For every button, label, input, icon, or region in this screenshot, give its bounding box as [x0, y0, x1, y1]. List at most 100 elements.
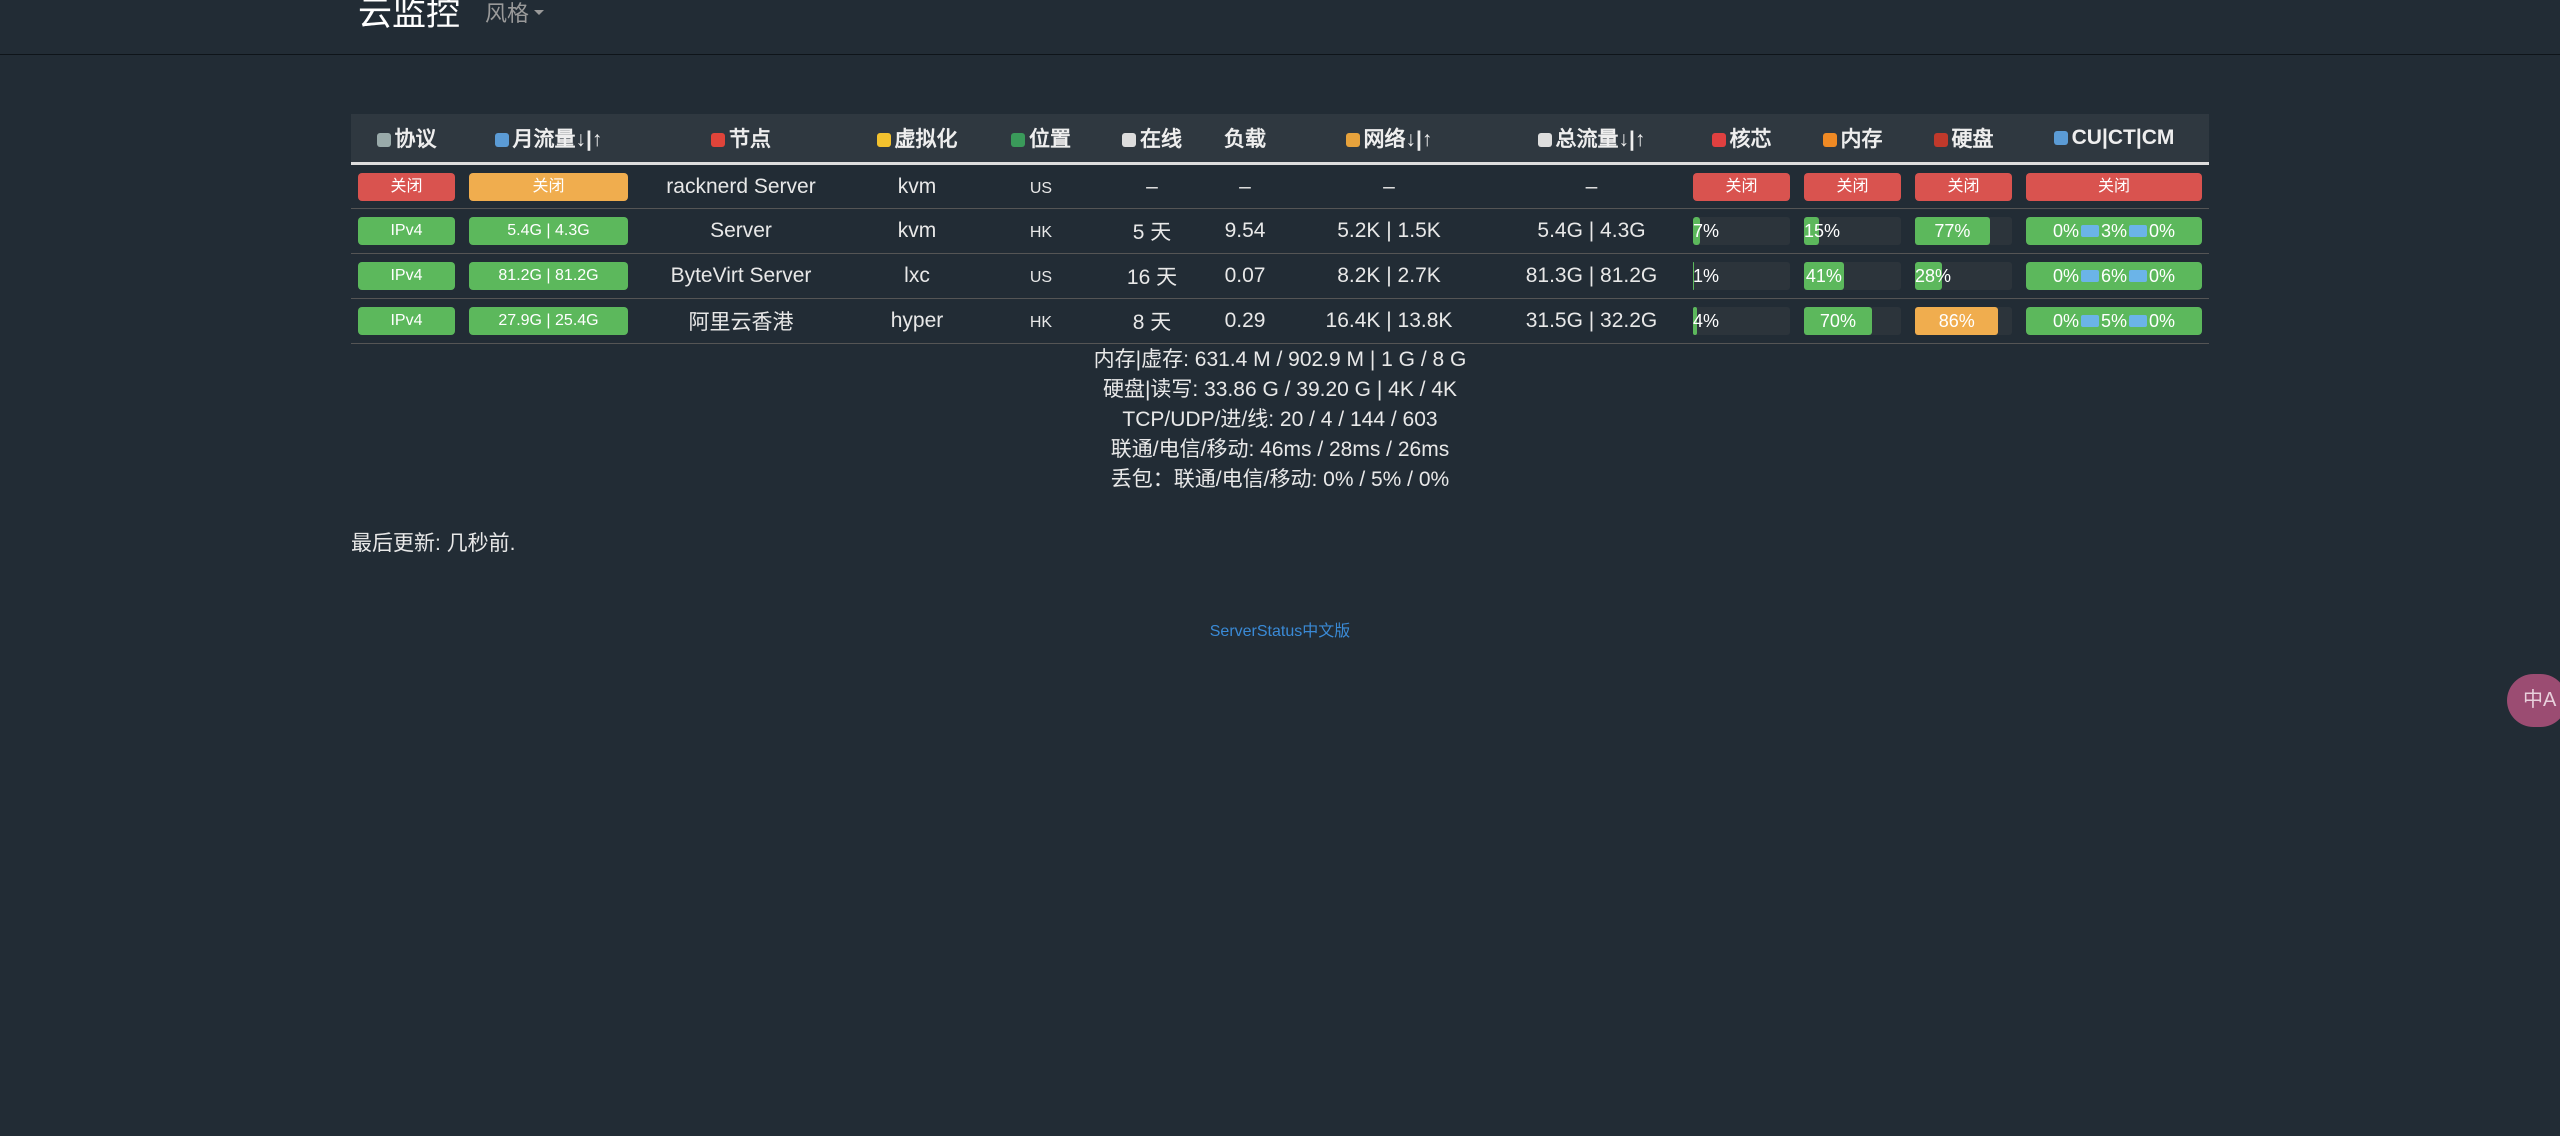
header-text: 总流量↓|↑ [1555, 128, 1646, 151]
detail-line: 联通/电信/移动: 46ms / 28ms / 26ms [1110, 438, 1450, 461]
cell: 86% [1908, 298, 2019, 344]
progress-text: 41% [1805, 266, 1842, 286]
header-icon [1122, 133, 1136, 147]
cell: racknerd Server [635, 163, 847, 209]
cell: 27.9G | 25.4G [462, 298, 635, 344]
cell-text: – [1383, 174, 1395, 198]
header-icon [1537, 133, 1552, 147]
cell: 4% [1686, 298, 1797, 344]
status-button: 81.2G | 81.2G [469, 262, 628, 290]
progress-fill [1693, 262, 1694, 290]
header-text: 月流量↓|↑ [512, 128, 603, 151]
progress-text: 1% [1693, 266, 1720, 286]
column-header: 内存 [1797, 114, 1908, 165]
cell-text: 16 天 [1126, 266, 1178, 289]
progress-text: 77% [1934, 221, 1971, 241]
status-button: 关闭 [1915, 172, 2012, 201]
cell: US [987, 253, 1095, 299]
pc-icon [2080, 225, 2099, 237]
navbar: 云监控 风格 [0, 0, 2560, 55]
cell: HK [987, 208, 1095, 254]
cell: HK [987, 298, 1095, 344]
progress-fill [1804, 217, 1819, 245]
cell-text: kvm [897, 219, 937, 242]
cell: 5.4G | 4.3G [462, 208, 635, 254]
pc-icon [2080, 315, 2099, 327]
progress: 77% [1915, 217, 2012, 245]
header-icon [711, 133, 725, 147]
cell-text: ByteVirt Server [670, 264, 812, 287]
packet-loss: 0% [2149, 266, 2176, 286]
cell: 关闭 [1797, 163, 1908, 209]
column-header: 网络↓|↑ [1281, 114, 1497, 165]
packet-loss: 5% [2100, 311, 2127, 331]
packet-loss: 0% [2052, 221, 2079, 241]
translate-button[interactable]: 中A [2507, 674, 2560, 727]
progress-text: 70% [1819, 311, 1856, 331]
header-text: 协议 [394, 128, 437, 151]
column-header: CU|CT|CM [2019, 114, 2209, 165]
cell: 31.5G | 32.2G [1497, 298, 1686, 344]
cell-text: Server [710, 219, 772, 242]
progress: 4% [1693, 307, 1790, 335]
header-icon [494, 133, 509, 147]
network-quality: 0% 5% 0% [2026, 307, 2202, 335]
cell: – [1209, 163, 1281, 209]
cell: 0% 6% 0% [2019, 253, 2209, 299]
header-text: 位置 [1029, 128, 1071, 151]
header-text: CU|CT|CM [2071, 126, 2175, 149]
column-header: 虚拟化 [847, 114, 987, 165]
cell: 0.29 [1209, 298, 1281, 344]
column-header: 在线 [1095, 114, 1209, 165]
cell-text: – [1146, 174, 1158, 198]
cell-text: 0.07 [1224, 264, 1266, 287]
status-button: 关闭 [1804, 172, 1901, 201]
location: US [1029, 179, 1053, 197]
cell: 0% 5% 0% [2019, 298, 2209, 344]
packet-loss: 6% [2100, 266, 2127, 286]
status-button: 关闭 [469, 172, 628, 201]
cell-text: 0.29 [1224, 309, 1266, 332]
cell: IPv4 [351, 298, 462, 344]
cell-text: racknerd Server [666, 174, 816, 198]
column-header: 负载 [1209, 114, 1281, 165]
cell-text: 8.2K | 2.7K [1337, 264, 1441, 287]
server-row: IPv4 27.9G | 25.4G 阿里云香港 hyper HK 8 天 0.29 16.4… [351, 298, 2209, 344]
footer-link[interactable]: ServerStatus中文版 [1209, 623, 1351, 640]
progress-fill [1915, 217, 1990, 245]
site-title[interactable]: 云监控 [358, 0, 460, 33]
header-icon [1933, 133, 1948, 147]
cell: 关闭 [462, 163, 635, 209]
style-menu[interactable]: 风格 [485, 0, 544, 28]
status-button: 关闭 [358, 172, 455, 201]
cell-text: – [1585, 174, 1598, 198]
packet-loss: 3% [2100, 221, 2127, 241]
header-text: 核芯 [1729, 128, 1772, 151]
detail-line: TCP/UDP/进/线: 20 / 4 / 144 / 603 [1122, 408, 1438, 431]
details: 内存|虚存: 631.4 M / 902.9 M | 1 G / 8 G 硬盘|读… [0, 345, 2560, 495]
status-button: 关闭 [2026, 172, 2202, 201]
cell: 16.4K | 13.8K [1281, 298, 1497, 344]
cell: IPv4 [351, 208, 462, 254]
column-header: 协议 [351, 114, 462, 165]
last-updated: 最后更新: 几秒前. [351, 532, 516, 555]
header-text: 硬盘 [1951, 128, 1994, 151]
progress: 1% [1693, 262, 1790, 290]
progress-text: 15% [1804, 221, 1841, 241]
cell-text: 81.3G | 81.2G [1525, 264, 1658, 287]
progress-fill [1693, 217, 1700, 245]
cell: kvm [847, 163, 987, 209]
column-header: 硬盘 [1908, 114, 2019, 165]
cell: IPv4 [351, 253, 462, 299]
cell-text: 16.4K | 13.8K [1325, 309, 1453, 332]
header-icon [2053, 131, 2068, 145]
status-button: 5.4G | 4.3G [469, 217, 628, 245]
column-header: 月流量↓|↑ [462, 114, 635, 165]
status-button: IPv4 [358, 307, 455, 335]
detail-line: 丢包：联通/电信/移动: 0% / 5% / 0% [1110, 468, 1450, 491]
cell: Server [635, 208, 847, 254]
progress-fill [1804, 307, 1872, 335]
progress-text: 86% [1938, 311, 1975, 331]
pc-icon [2129, 270, 2147, 282]
cell: ByteVirt Server [635, 253, 847, 299]
